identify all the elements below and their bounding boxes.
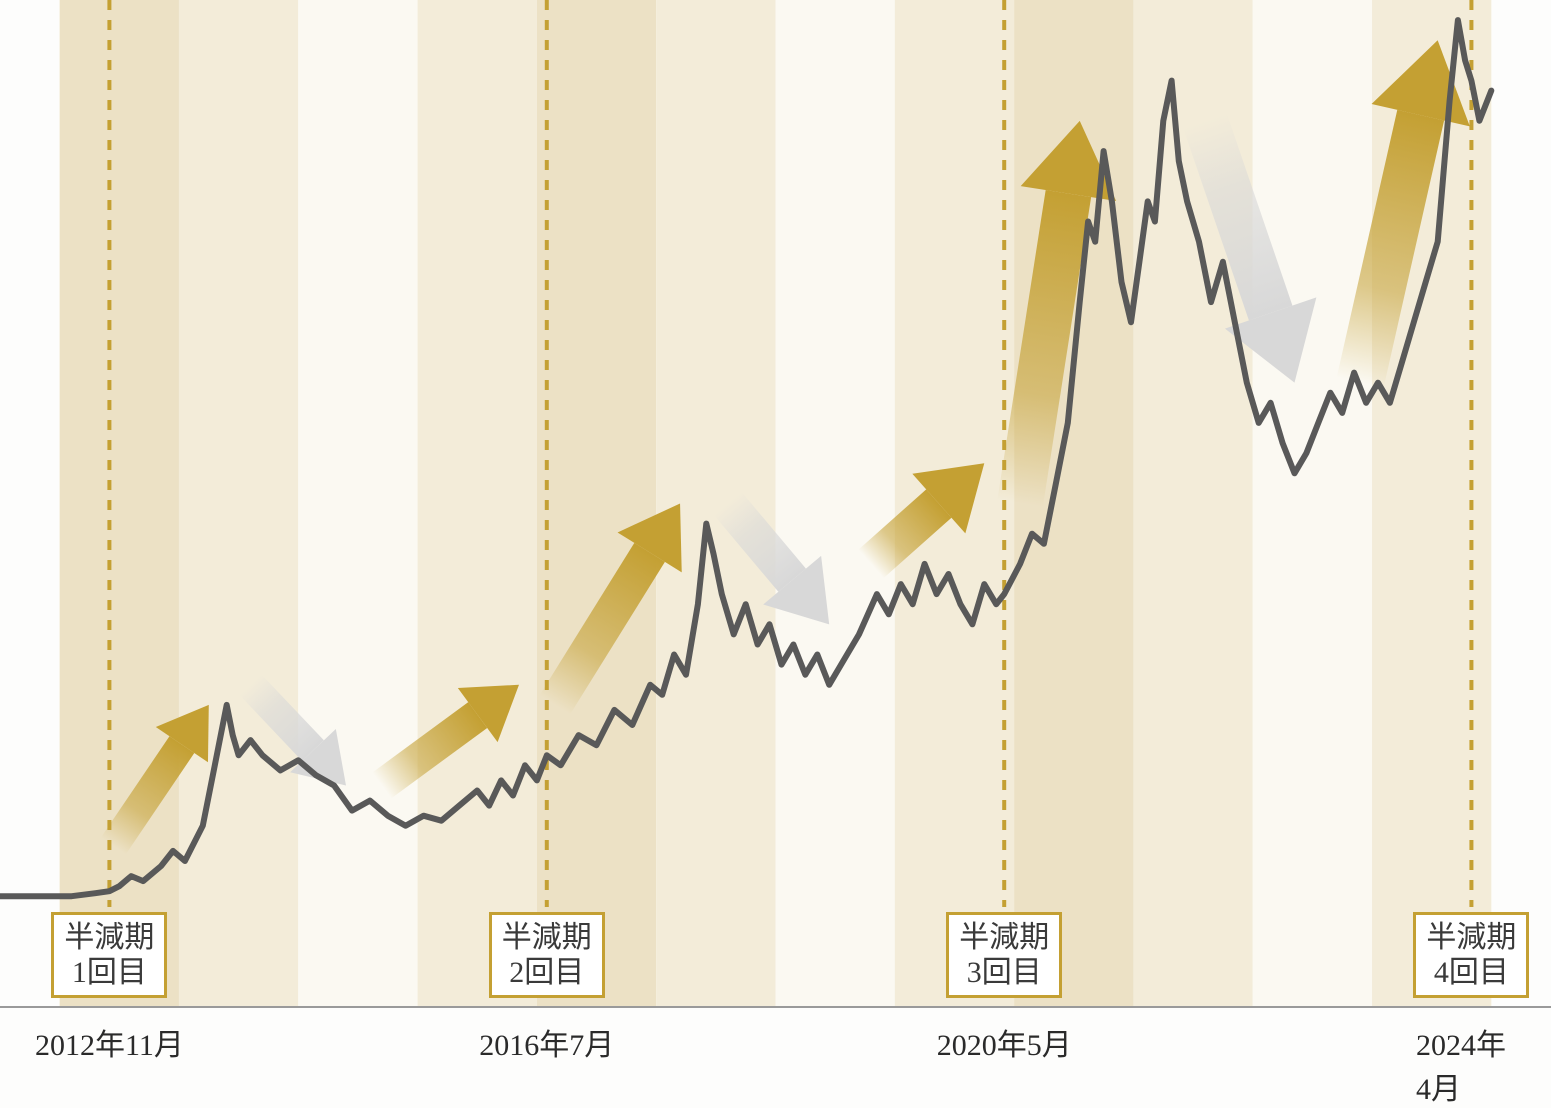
price-chart xyxy=(0,0,1551,1084)
